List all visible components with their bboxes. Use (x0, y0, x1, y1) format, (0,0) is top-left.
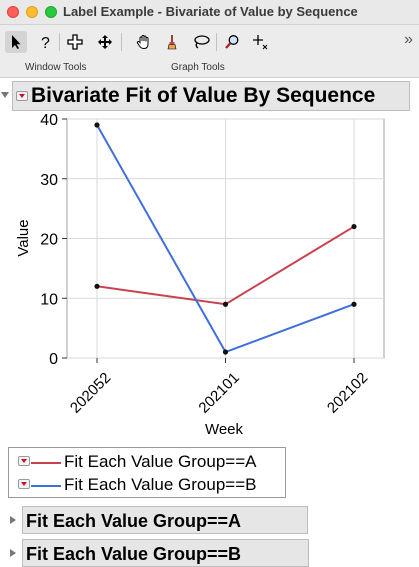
lasso-tool-icon (194, 35, 210, 49)
selection-tool-button[interactable] (64, 31, 86, 53)
x-axis-ticks: 202052 202101 202102 (67, 358, 371, 417)
outline-title: Fit Each Value Group==B (26, 544, 242, 564)
red-triangle-menu-icon[interactable] (18, 479, 30, 489)
red-triangle-menu-icon[interactable] (16, 91, 28, 101)
legend-item[interactable]: Fit Each Value Group==B (9, 474, 285, 496)
toolbar-separator (121, 33, 122, 51)
report-title: Bivariate Fit of Value By Sequence (31, 84, 376, 107)
outline-title: Fit Each Value Group==A (26, 511, 242, 531)
close-window-button[interactable] (7, 6, 19, 18)
y-axis-ticks: 0 10 20 30 40 (40, 112, 67, 368)
crosshair-tool-icon (253, 35, 268, 50)
window-titlebar: Label Example - Bivariate of Value by Se… (0, 0, 419, 25)
legend-label: Fit Each Value Group==B (64, 475, 257, 494)
toolbar-separator (216, 33, 217, 51)
y-tick-label: 0 (49, 351, 58, 368)
graph-tools-label: Graph Tools (171, 62, 225, 73)
grid-lines (67, 118, 384, 359)
grabber-hand-tool-icon (136, 34, 149, 50)
selection-tool-icon (67, 34, 83, 50)
data-point[interactable] (222, 301, 229, 307)
legend-label: Fit Each Value Group==A (64, 452, 257, 471)
legend-swatch (31, 485, 61, 487)
toolbar-separator (59, 33, 60, 51)
series-group (94, 122, 357, 355)
magnifier-tool-button[interactable] (221, 31, 243, 53)
x-tick-label: 202101 (195, 369, 242, 416)
lasso-tool-button[interactable] (190, 31, 212, 53)
arrow-tool-icon (12, 35, 21, 49)
x-axis-label: Week (205, 421, 244, 438)
y-tick-label: 40 (40, 112, 58, 129)
data-point[interactable] (94, 283, 100, 289)
bivariate-line-chart: 0 10 20 30 40 202052 202101 202102 Value Week (15, 112, 385, 438)
minimize-window-button[interactable] (26, 6, 38, 18)
legend-item[interactable]: Fit Each Value Group==A (9, 451, 285, 473)
data-point[interactable] (351, 301, 357, 307)
help-tool-button[interactable]: ? (34, 31, 56, 53)
window-title: Label Example - Bivariate of Value by Se… (63, 4, 358, 19)
help-tool-icon: ? (41, 35, 50, 50)
legend: Fit Each Value Group==A Fit Each Value G… (8, 447, 286, 498)
outline-disclosure-icon[interactable] (1, 92, 9, 98)
brush-tool-button[interactable] (161, 31, 183, 53)
outline-fit-group-b[interactable]: Fit Each Value Group==B (22, 539, 309, 567)
data-point[interactable] (351, 223, 357, 230)
outline-disclosure-icon[interactable] (10, 516, 16, 524)
y-axis-label: Value (15, 219, 32, 256)
zoom-window-button[interactable] (45, 6, 57, 18)
x-tick-label: 202052 (67, 369, 114, 416)
data-point[interactable] (222, 349, 229, 355)
magnifier-tool-icon (225, 35, 239, 49)
red-triangle-menu-icon[interactable] (18, 456, 30, 466)
y-tick-label: 10 (40, 291, 58, 308)
y-tick-label: 30 (40, 172, 58, 189)
toolbar-overflow-chevron-icon[interactable]: » (404, 31, 413, 48)
outline-disclosure-icon[interactable] (10, 549, 16, 557)
outline-fit-group-a[interactable]: Fit Each Value Group==A (22, 506, 308, 534)
report-title-bar: Bivariate Fit of Value By Sequence (12, 81, 410, 111)
brush-tool-icon (167, 35, 177, 50)
legend-swatch (31, 462, 61, 464)
svg-text:?: ? (41, 35, 50, 50)
window-tools-label: Window Tools (25, 62, 87, 73)
crosshair-tool-button[interactable] (249, 31, 271, 53)
scroller-tool-button[interactable] (94, 31, 116, 53)
scroller-tool-icon (98, 35, 112, 49)
y-tick-label: 20 (40, 232, 58, 249)
arrow-tool-button[interactable] (5, 31, 27, 53)
toolbar: ? (0, 25, 419, 78)
data-point[interactable] (94, 122, 100, 128)
grabber-tool-button[interactable] (133, 31, 155, 53)
x-tick-label: 202102 (324, 369, 371, 416)
